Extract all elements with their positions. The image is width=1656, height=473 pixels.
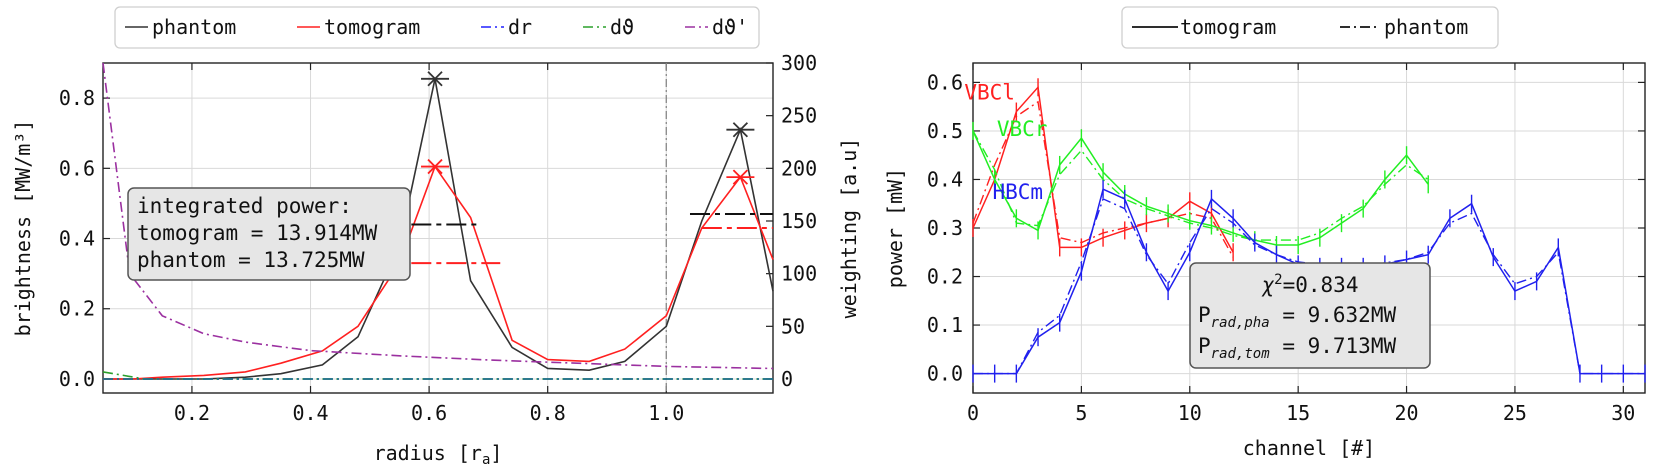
left-y-tick-label: 0.8 — [59, 86, 95, 110]
left-x-tick-label: 0.2 — [174, 401, 210, 425]
peak-marker — [421, 158, 450, 175]
left-chart: 0.2 0.4 0.6 0.8 1.0 0.0 0.2 0.4 0.6 0.8 0 50 100 150 2… — [11, 6, 861, 468]
chi-squared-text: χ2=0.834 — [1262, 272, 1359, 297]
left-x-axis-label: radius [ra] — [374, 441, 503, 468]
right-annotation-box: χ2=0.834 Prad,pha = 9.632MW Prad,tom = 9… — [1189, 262, 1431, 369]
right-y-tick-label: 0.1 — [927, 313, 963, 337]
right-y-tick-label: 0.6 — [927, 70, 963, 94]
series-VBCr-tomogram — [972, 130, 1429, 246]
legend-phantom-right: phantom — [1384, 15, 1468, 39]
legend-dtheta: dϑ — [610, 15, 634, 39]
right-x-tick-label: 20 — [1395, 401, 1419, 425]
legend-tomogram: tomogram — [324, 15, 420, 39]
peak-marker — [726, 122, 755, 138]
legend-phantom: phantom — [152, 15, 236, 39]
left-y-tick-label: 0.4 — [59, 227, 95, 251]
right-x-tick-label: 5 — [1075, 401, 1087, 425]
prad-tomogram-text: Prad,tom = 9.713MW — [1198, 334, 1396, 362]
peak-marker — [726, 169, 755, 185]
left-y2-tick-label: 200 — [781, 156, 817, 180]
right-legend: tomogram phantom — [1121, 6, 1499, 49]
left-y2-tick-label: 0 — [781, 367, 793, 391]
annotation-line-3: phantom = 13.725MW — [137, 248, 365, 272]
right-group-labels: VBCl VBCr HBCm — [964, 80, 1047, 203]
group-label-VBCr: VBCr — [997, 117, 1048, 141]
left-y-tick-label: 0.2 — [59, 297, 95, 321]
right-x-axis-label: channel [#] — [1243, 436, 1375, 460]
legend-dtheta-prime: dϑ' — [712, 15, 748, 39]
right-x-tick-label: 10 — [1178, 401, 1202, 425]
right-y-tick-label: 0.3 — [927, 216, 963, 240]
right-tick-labels: 0 5 10 15 20 25 30 0.0 0.1 0.2 0.3 0.4 0.5 0.6 — [927, 70, 1635, 425]
annotation-line-1: integrated power: — [137, 194, 352, 218]
right-x-tick-label: 25 — [1503, 401, 1527, 425]
left-x-tick-label: 1.0 — [648, 401, 684, 425]
left-x-tick-label: 0.4 — [292, 401, 328, 425]
left-y-axis-label: brightness [MW/m³] — [11, 120, 35, 337]
left-x-tick-label: 0.8 — [530, 401, 566, 425]
prad-phantom-text: Prad,pha = 9.632MW — [1198, 303, 1396, 331]
series-phantom — [103, 78, 774, 380]
group-label-HBCm: HBCm — [993, 180, 1044, 204]
right-y-tick-label: 0.2 — [927, 265, 963, 289]
left-legend: phantom tomogram dr dϑ dϑ' — [114, 6, 760, 49]
right-x-tick-label: 0 — [967, 401, 979, 425]
left-annotation-box: integrated power: tomogram = 13.914MW ph… — [127, 187, 411, 281]
group-label-VBCl: VBCl — [964, 80, 1015, 104]
right-x-tick-label: 30 — [1611, 401, 1635, 425]
left-y2-tick-label: 250 — [781, 104, 817, 128]
right-y-tick-label: 0.5 — [927, 119, 963, 143]
right-x-tick-label: 15 — [1286, 401, 1310, 425]
right-y-tick-label: 0.0 — [927, 362, 963, 386]
left-tick-labels: 0.2 0.4 0.6 0.8 1.0 0.0 0.2 0.4 0.6 0.8 0 50 100 150 2… — [59, 51, 817, 425]
left-y2-tick-label: 150 — [781, 209, 817, 233]
left-x-tick-label: 0.6 — [411, 401, 447, 425]
right-y-axis-label: power [mW] — [883, 168, 907, 288]
right-y-tick-label: 0.4 — [927, 167, 963, 191]
left-y2-tick-label: 100 — [781, 262, 817, 286]
legend-dr: dr — [508, 15, 532, 39]
right-chart: 0 5 10 15 20 25 300.00.10.20.30.40.50.6 VBClVB… — [883, 6, 1646, 460]
left-y2-tick-label: 50 — [781, 314, 805, 338]
left-series — [102, 62, 774, 393]
peak-marker — [421, 71, 450, 87]
left-y-tick-label: 0.0 — [59, 367, 95, 391]
legend-tomogram-right: tomogram — [1180, 15, 1276, 39]
series-dϑ' — [102, 62, 774, 370]
left-y2-tick-label: 300 — [781, 51, 817, 75]
annotation-line-2: tomogram = 13.914MW — [137, 221, 378, 245]
left-y2-axis-label: weighting [a.u] — [837, 138, 861, 319]
left-y-tick-label: 0.6 — [59, 156, 95, 180]
